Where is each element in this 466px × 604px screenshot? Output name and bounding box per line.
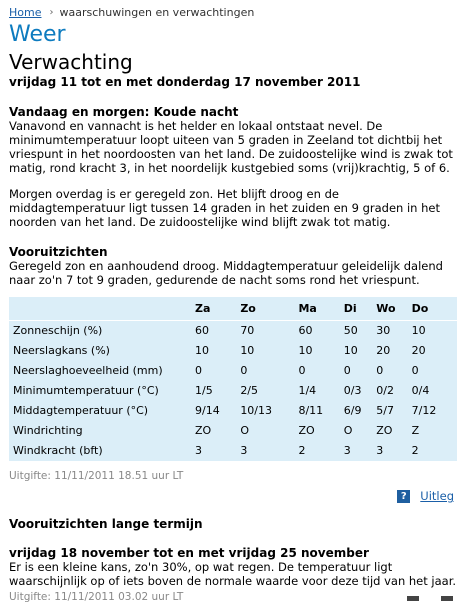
table-cell: 2 (411, 444, 419, 457)
table-row-label: Neerslagkans (%) (13, 344, 110, 357)
table-row-label: Neerslaghoeveelheid (mm) (13, 364, 163, 377)
table-cell: 70 (240, 324, 255, 337)
table-header-day: Ma (298, 297, 344, 321)
help-icon[interactable]: ? (397, 489, 411, 503)
table-cell: ZO (298, 424, 315, 437)
table-cell: 5/7 (376, 404, 394, 417)
table-cell: 60 (298, 324, 313, 337)
longterm-heading: Vooruitzichten lange termijn (9, 517, 203, 531)
table-header-day: Do (411, 297, 457, 321)
today-paragraph-1: Vanavond en vannacht is het helder en lo… (9, 119, 453, 175)
table-cell: 60 (195, 324, 209, 337)
longterm-issued-timestamp: Uitgifte: 11/11/2011 03.02 uur LT (9, 591, 184, 603)
table-cell: 3 (376, 444, 384, 457)
breadcrumb-current: waarschuwingen en verwachtingen (59, 6, 255, 19)
table-row-label: Windrichting (13, 424, 83, 437)
table-cell: 10 (343, 344, 358, 357)
table-cell: 10 (411, 324, 426, 337)
table-cell: 0 (298, 364, 306, 377)
table-header-day: Di (343, 297, 377, 321)
table-cell: 20 (376, 344, 391, 357)
today-paragraph-2: Morgen overdag is er geregeld zon. Het b… (9, 187, 440, 229)
table-header-day: Zo (240, 297, 299, 321)
table-cell: 2 (298, 444, 306, 457)
table-cell: 9/14 (195, 404, 220, 417)
issued-timestamp: Uitgifte: 11/11/2011 18.51 uur LT (9, 470, 184, 482)
table-cell: O (343, 424, 353, 437)
table-header-day: Wo (376, 297, 412, 321)
table-header-row: Za Zo Ma Di Wo Do (9, 297, 457, 321)
forecast-table: Za Zo Ma Di Wo Do Zonneschijn (%) 60 70 … (9, 297, 457, 461)
table-row-label: Middagtemperatuur (°C) (13, 404, 149, 417)
page-title: Verwachting (9, 50, 133, 74)
table-cell: 0/2 (376, 384, 394, 397)
table-cell: 1/4 (298, 384, 317, 397)
table-cell: 0 (195, 364, 202, 377)
breadcrumb-home-link[interactable]: Home (9, 6, 42, 19)
scroll-marker-icon (407, 596, 419, 601)
date-range: vrijdag 11 tot en met donderdag 17 novem… (9, 75, 361, 89)
table-header-day: Za (195, 297, 241, 321)
table-cell: 0 (240, 364, 248, 377)
outlook-text: Geregeld zon en aanhoudend droog. Middag… (9, 259, 443, 287)
uitleg-link[interactable]: Uitleg (420, 489, 454, 503)
table-cell: 0/3 (343, 384, 362, 397)
table-cell: 3 (240, 444, 248, 457)
outlook-heading: Vooruitzichten (9, 245, 108, 259)
table-cell: 2/5 (240, 384, 259, 397)
table-cell: 1/5 (195, 384, 213, 397)
table-row: Middagtemperatuur (°C) 9/14 10/13 8/11 6… (9, 401, 457, 421)
table-cell: 10 (298, 344, 313, 357)
table-row: Zonneschijn (%) 60 70 60 50 30 10 (9, 321, 457, 342)
chevron-right-icon: › (49, 7, 54, 18)
table-cell: 0 (411, 364, 419, 377)
table-cell: 10 (240, 344, 255, 357)
table-row-label: Windkracht (bft) (13, 444, 103, 457)
table-cell: 7/12 (411, 404, 437, 417)
table-row: Windrichting ZO O ZO O ZO Z (9, 421, 457, 441)
table-cell: 20 (411, 344, 426, 357)
section-title: Weer (9, 22, 66, 47)
table-cell: 0 (376, 364, 384, 377)
table-row: Windkracht (bft) 3 3 2 3 3 2 (9, 441, 457, 461)
table-cell: Z (411, 424, 420, 437)
table-row: Neerslaghoeveelheid (mm) 0 0 0 0 0 0 (9, 361, 457, 381)
breadcrumb: Home › waarschuwingen en verwachtingen (9, 6, 457, 20)
scroll-marker-icon (441, 596, 453, 601)
table-row: Minimumtemperatuur (°C) 1/5 2/5 1/4 0/3 … (9, 381, 457, 401)
table-cell: 6/9 (343, 404, 362, 417)
table-cell: 10 (195, 344, 209, 357)
today-heading: Vandaag en morgen: Koude nacht (9, 105, 239, 119)
longterm-date-range: vrijdag 18 november tot en met vrijdag 2… (9, 546, 369, 560)
table-cell: ZO (195, 424, 212, 437)
table-cell: ZO (376, 424, 393, 437)
table-cell: 8/11 (298, 404, 324, 417)
table-cell: 50 (343, 324, 358, 337)
table-row: Neerslagkans (%) 10 10 10 10 20 20 (9, 341, 457, 361)
table-cell: O (240, 424, 249, 437)
table-header-empty (9, 297, 195, 321)
table-cell: 0 (343, 364, 351, 377)
table-cell: 0/4 (411, 384, 430, 397)
table-row-label: Minimumtemperatuur (°C) (13, 384, 159, 397)
table-cell: 3 (343, 444, 351, 457)
longterm-text: Er is een kleine kans, zo'n 30%, op wat … (9, 560, 457, 588)
help-row: ? Uitleg (9, 489, 454, 503)
table-cell: 30 (376, 324, 391, 337)
table-cell: 3 (195, 444, 202, 457)
table-row-label: Zonneschijn (%) (13, 324, 103, 337)
table-cell: 10/13 (240, 404, 273, 417)
